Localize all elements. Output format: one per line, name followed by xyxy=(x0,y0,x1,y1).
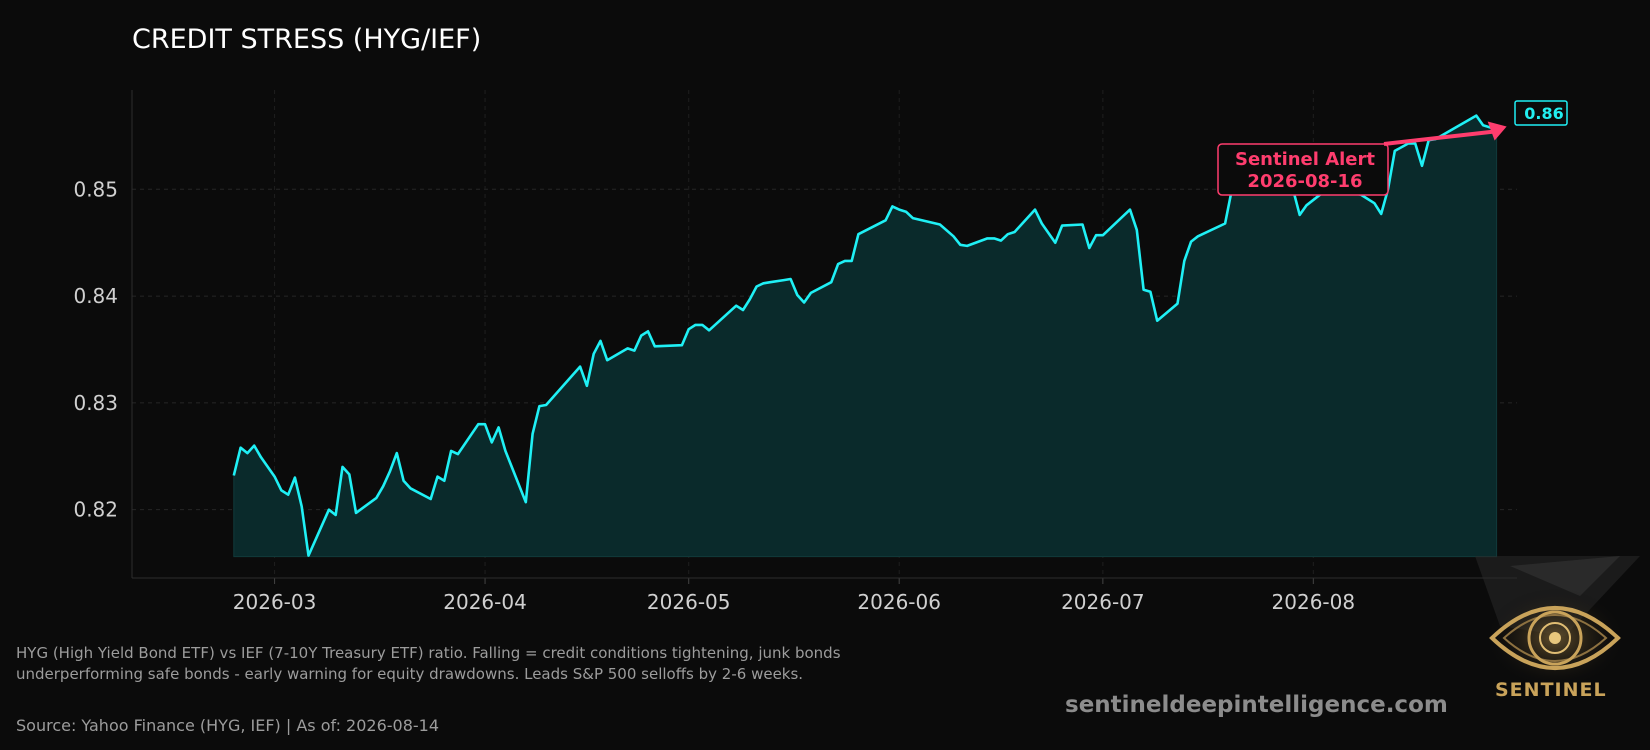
chart-description: HYG (High Yield Bond ETF) vs IEF (7-10Y … xyxy=(16,643,856,685)
last-value-badge: 0.86 xyxy=(1515,101,1567,125)
alert-date: 2026-08-16 xyxy=(1247,171,1362,192)
website-watermark: sentineldeepintelligence.com xyxy=(1065,692,1448,718)
y-tick-label: 0.82 xyxy=(73,498,118,522)
y-tick-label: 0.85 xyxy=(73,177,118,201)
chart-title: CREDIT STRESS (HYG/IEF) xyxy=(132,24,481,55)
y-tick-label: 0.83 xyxy=(73,391,118,415)
x-tick-label: 2026-06 xyxy=(857,590,941,614)
x-tick-label: 2026-03 xyxy=(233,590,317,614)
x-tick-label: 2026-08 xyxy=(1272,590,1356,614)
badge-value: 0.86 xyxy=(1524,104,1563,123)
x-tick-label: 2026-05 xyxy=(647,590,731,614)
logo-text: SENTINEL xyxy=(1495,679,1607,701)
source-line: Source: Yahoo Finance (HYG, IEF) | As of… xyxy=(16,716,439,735)
x-tick-label: 2026-07 xyxy=(1061,590,1145,614)
alert-label: Sentinel Alert xyxy=(1235,149,1375,170)
y-tick-label: 0.84 xyxy=(73,284,118,308)
x-tick-label: 2026-04 xyxy=(443,590,527,614)
